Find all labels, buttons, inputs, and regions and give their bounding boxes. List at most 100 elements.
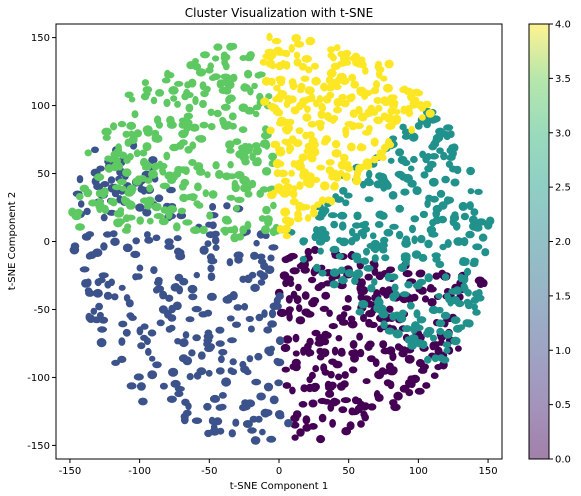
scatter-point-cluster-4	[348, 74, 356, 82]
scatter-point-cluster-2	[360, 231, 367, 239]
scatter-point-cluster-0	[299, 401, 308, 408]
scatter-point-cluster-4	[284, 140, 291, 146]
scatter-point-cluster-0	[309, 400, 318, 408]
scatter-point-cluster-3	[181, 93, 189, 101]
scatter-point-cluster-0	[379, 340, 387, 348]
scatter-point-cluster-2	[486, 217, 494, 226]
scatter-point-cluster-4	[260, 59, 268, 66]
scatter-point-cluster-3	[227, 161, 233, 168]
scatter-point-cluster-4	[380, 76, 387, 82]
scatter-point-cluster-3	[259, 215, 266, 222]
scatter-point-cluster-4	[320, 83, 328, 92]
scatter-point-cluster-2	[429, 178, 439, 187]
scatter-point-cluster-1	[168, 314, 177, 322]
scatter-point-cluster-2	[380, 237, 388, 244]
scatter-point-cluster-2	[384, 229, 394, 237]
scatter-point-cluster-4	[317, 123, 324, 131]
scatter-point-cluster-2	[388, 158, 395, 164]
scatter-point-cluster-1	[137, 342, 145, 349]
scatter-point-cluster-1	[135, 203, 144, 211]
scatter-point-cluster-4	[310, 205, 317, 212]
scatter-point-cluster-1	[268, 244, 278, 250]
scatter-point-cluster-0	[326, 310, 333, 317]
scatter-point-cluster-4	[340, 77, 350, 85]
scatter-point-cluster-0	[357, 420, 365, 427]
scatter-point-cluster-2	[389, 312, 397, 321]
scatter-point-cluster-1	[150, 266, 157, 274]
scatter-point-cluster-0	[321, 292, 330, 300]
scatter-point-cluster-2	[464, 268, 471, 276]
scatter-point-cluster-1	[203, 403, 211, 411]
scatter-point-cluster-0	[342, 305, 352, 311]
scatter-point-cluster-2	[379, 247, 387, 254]
scatter-point-cluster-1	[192, 417, 202, 424]
y-axis: -150 -100 -50 0 50 100 150	[27, 33, 56, 452]
scatter-point-cluster-0	[311, 384, 318, 392]
scatter-point-cluster-4	[281, 178, 290, 184]
scatter-point-cluster-2	[430, 196, 439, 203]
scatter-point-cluster-3	[203, 189, 209, 197]
scatter-point-cluster-1	[173, 302, 182, 311]
scatter-point-cluster-1	[208, 272, 216, 281]
scatter-point-cluster-0	[330, 398, 339, 407]
scatter-point-cluster-4	[320, 181, 330, 190]
scatter-point-cluster-4	[329, 68, 336, 75]
scatter-point-cluster-4	[294, 210, 302, 219]
scatter-point-cluster-1	[97, 277, 105, 283]
scatter-point-cluster-2	[473, 224, 483, 232]
scatter-point-cluster-3	[118, 121, 126, 127]
scatter-point-cluster-2	[330, 280, 339, 288]
scatter-point-cluster-1	[206, 370, 213, 377]
scatter-point-cluster-0	[335, 374, 342, 381]
scatter-point-cluster-1	[181, 413, 189, 421]
scatter-point-cluster-3	[208, 123, 216, 130]
scatter-point-cluster-3	[199, 100, 207, 108]
scatter-point-cluster-2	[300, 256, 307, 263]
scatter-point-cluster-4	[280, 207, 290, 216]
scatter-point-cluster-2	[479, 234, 488, 242]
scatter-point-cluster-1	[165, 295, 173, 302]
scatter-point-cluster-3	[179, 183, 187, 191]
scatter-point-cluster-4	[385, 140, 393, 149]
scatter-point-cluster-1	[97, 326, 107, 332]
scatter-point-cluster-3	[112, 184, 122, 190]
scatter-point-cluster-3	[140, 150, 148, 157]
scatter-point-cluster-0	[332, 347, 338, 356]
scatter-point-cluster-3	[193, 164, 203, 171]
scatter-point-cluster-2	[393, 329, 403, 338]
scatter-point-cluster-3	[122, 168, 131, 177]
scatter-point-cluster-1	[251, 379, 261, 386]
scatter-point-cluster-4	[419, 114, 426, 121]
scatter-point-cluster-2	[398, 156, 408, 165]
scatter-point-cluster-4	[305, 86, 315, 94]
scatter-point-cluster-2	[472, 309, 481, 316]
scatter-point-cluster-0	[336, 314, 343, 322]
scatter-point-cluster-4	[275, 93, 284, 101]
scatter-point-cluster-2	[421, 171, 429, 178]
scatter-point-cluster-0	[389, 352, 396, 361]
scatter-point-cluster-2	[424, 356, 432, 364]
scatter-point-cluster-2	[465, 231, 474, 239]
scatter-point-cluster-4	[294, 52, 300, 59]
scatter-point-cluster-4	[266, 127, 274, 135]
scatter-point-cluster-1	[186, 316, 195, 322]
scatter-point-cluster-2	[396, 231, 403, 240]
scatter-point-cluster-4	[389, 103, 398, 110]
scatter-point-cluster-4	[293, 139, 303, 147]
scatter-point-cluster-2	[442, 273, 450, 280]
scatter-point-cluster-0	[386, 267, 394, 274]
scatter-point-cluster-4	[290, 190, 297, 199]
scatter-point-cluster-1	[227, 315, 235, 321]
colorbar	[529, 24, 549, 459]
scatter-point-cluster-0	[312, 365, 319, 372]
scatter-point-cluster-2	[433, 216, 441, 224]
scatter-point-cluster-2	[443, 124, 453, 131]
scatter-point-cluster-3	[212, 161, 219, 169]
scatter-point-cluster-0	[315, 285, 323, 291]
scatter-point-cluster-2	[428, 143, 437, 150]
scatter-point-cluster-1	[166, 326, 173, 333]
scatter-point-cluster-1	[276, 413, 285, 419]
scatter-point-cluster-3	[195, 135, 203, 141]
scatter-point-cluster-1	[209, 203, 216, 211]
scatter-point-cluster-2	[402, 325, 412, 332]
